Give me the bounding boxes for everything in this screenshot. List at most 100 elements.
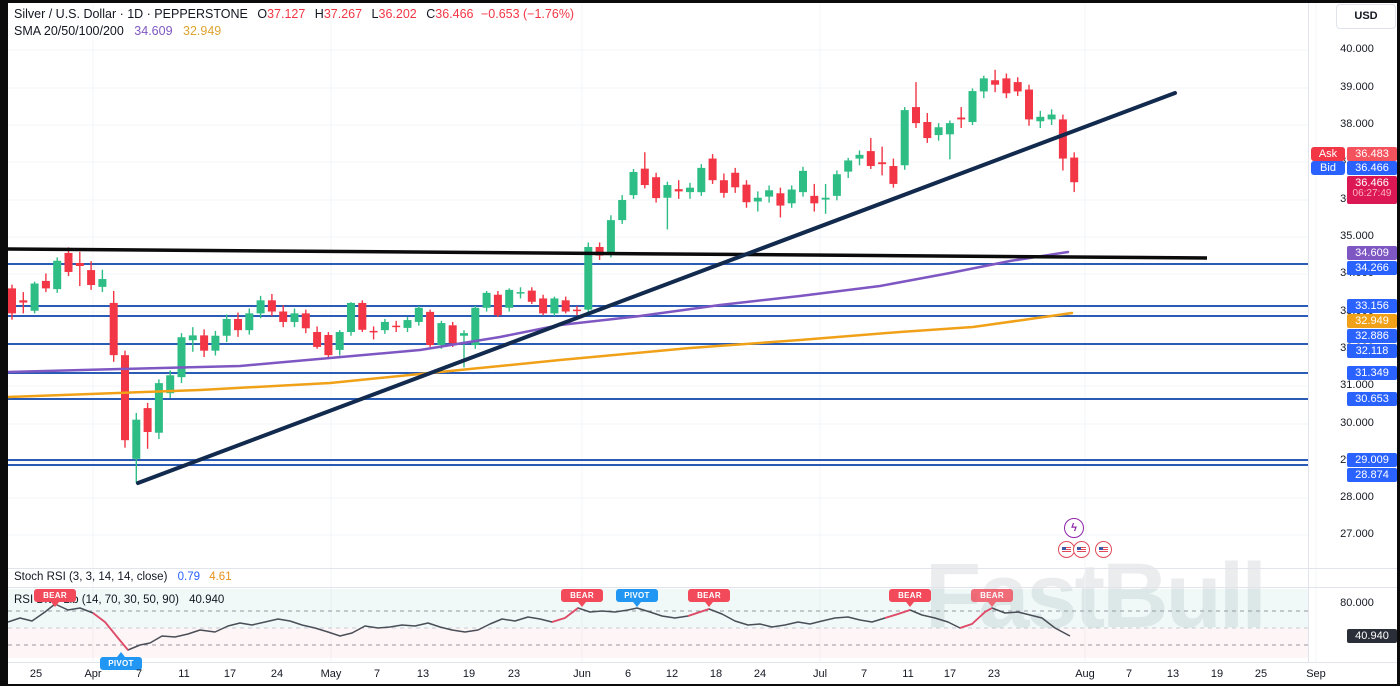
- change-value: −0.653 (−1.76%): [480, 7, 575, 21]
- sma-line: [6, 250, 1070, 374]
- time-label-day[interactable]: 12: [665, 668, 679, 680]
- rsi-bear-zone: [8, 628, 1308, 658]
- badge-pointer-icon: [51, 602, 59, 607]
- symbol-legend[interactable]: Silver / U.S. Dollar · 1D · PEPPERSTONE …: [14, 7, 574, 21]
- time-label-day[interactable]: 24: [753, 668, 767, 680]
- time-label-day[interactable]: 19: [462, 668, 476, 680]
- time-label-day[interactable]: 25: [29, 668, 43, 680]
- candle-body: [75, 263, 84, 266]
- time-label-day[interactable]: 7: [373, 668, 381, 680]
- level-price-badge: 29.009: [1347, 453, 1397, 467]
- candle-body: [787, 189, 796, 204]
- candle-body: [177, 337, 186, 378]
- level-price-badge: 33.156: [1347, 299, 1397, 313]
- level-price-badge: 28.874: [1347, 468, 1397, 482]
- candle-body: [482, 292, 491, 308]
- time-label-day[interactable]: 7: [1125, 668, 1133, 680]
- candle-body: [245, 313, 254, 331]
- stoch-rsi-legend[interactable]: Stoch RSI (3, 3, 14, 14, close) 0.79 4.6…: [14, 571, 232, 583]
- candle-body: [912, 107, 920, 124]
- candle-body: [493, 294, 502, 316]
- pane-divider-stoch[interactable]: [8, 587, 1397, 588]
- price-axis-divider: [1308, 3, 1309, 662]
- time-label-day[interactable]: 11: [902, 668, 914, 680]
- candle-body: [358, 302, 367, 330]
- candle-body: [742, 184, 751, 203]
- price-scale-label: 35.000: [1340, 230, 1374, 242]
- time-label-day[interactable]: 13: [1166, 668, 1180, 680]
- candle-body: [290, 313, 299, 322]
- ohlc-low-value: 36.202: [378, 7, 417, 21]
- badge-pointer-icon: [578, 602, 586, 607]
- flag-canton: [1099, 546, 1103, 550]
- event-flag-icon[interactable]: [1095, 541, 1112, 558]
- us-flag-icon: [1077, 546, 1086, 553]
- time-label-day[interactable]: 11: [178, 668, 190, 680]
- event-lightning-icon[interactable]: ϟ: [1064, 518, 1084, 538]
- time-label-day[interactable]: 25: [1254, 668, 1268, 680]
- candle-body: [1002, 78, 1011, 94]
- currency-button[interactable]: USD: [1336, 4, 1396, 29]
- candle-body: [640, 168, 649, 186]
- pane-divider-top[interactable]: [8, 568, 1397, 569]
- time-label-day[interactable]: 23: [507, 668, 521, 680]
- candle-body: [380, 321, 389, 331]
- candle-body: [900, 110, 909, 166]
- sma-legend[interactable]: SMA 20/50/100/200 34.609 32.949: [14, 24, 221, 38]
- rsi-badge-label: BEAR: [889, 589, 931, 602]
- time-label-month[interactable]: May: [320, 668, 342, 680]
- time-label-day[interactable]: 6: [624, 668, 632, 680]
- sma-fast-value: 34.609: [134, 24, 173, 38]
- candle-body: [821, 197, 830, 200]
- sma-label: SMA 20/50/100/200: [14, 24, 124, 38]
- candle-body: [19, 300, 28, 303]
- time-label-day[interactable]: 18: [709, 668, 723, 680]
- time-label-month[interactable]: Sep: [1306, 668, 1326, 680]
- price-scale-label: 38.000: [1340, 118, 1374, 130]
- candle-body: [200, 335, 209, 351]
- candle-body: [934, 127, 943, 136]
- candle-body: [211, 335, 220, 351]
- time-label-day[interactable]: 17: [943, 668, 957, 680]
- candle-body: [686, 187, 694, 193]
- frame-right: [1397, 0, 1400, 686]
- candle-body: [844, 160, 853, 172]
- time-label-day[interactable]: 17: [223, 668, 237, 680]
- candle-body: [166, 375, 175, 394]
- price-scale-label: 31.000: [1340, 379, 1374, 391]
- time-label-month[interactable]: Jul: [812, 668, 828, 680]
- ohlc-close-label: C: [426, 7, 436, 21]
- rsi-badge-label: BEAR: [688, 589, 730, 602]
- rsi-divergence-segment: [687, 608, 710, 617]
- candle-body: [132, 419, 141, 459]
- time-label-day[interactable]: 13: [416, 668, 430, 680]
- badge-pointer-icon: [705, 602, 713, 607]
- event-flag-icon[interactable]: [1073, 541, 1090, 558]
- candle-body: [335, 332, 344, 350]
- rsi-badge-label: BEAR: [561, 589, 603, 602]
- rsi-badge-bear: BEAR: [561, 589, 603, 607]
- time-label-day[interactable]: 7: [135, 668, 143, 680]
- candle-body: [313, 332, 322, 347]
- stoch-d-value: 4.61: [209, 571, 232, 583]
- time-label-day[interactable]: 24: [270, 668, 284, 680]
- candle-body: [53, 260, 62, 290]
- candle-body: [889, 166, 898, 184]
- badge-pointer-icon: [906, 602, 914, 607]
- time-label-day[interactable]: 23: [987, 668, 1001, 680]
- candle-body: [256, 300, 265, 314]
- candle-body: [527, 290, 536, 302]
- candle-body: [1070, 157, 1079, 183]
- time-label-day[interactable]: 7: [860, 668, 868, 680]
- time-label-month[interactable]: Apr: [84, 668, 102, 680]
- time-label-month[interactable]: Jun: [573, 668, 591, 680]
- ascending-trendline: [136, 91, 1177, 485]
- time-label-day[interactable]: 19: [1210, 668, 1224, 680]
- candle-body: [765, 190, 774, 197]
- candle-body: [1047, 114, 1056, 120]
- candle-body: [121, 355, 129, 441]
- time-label-month[interactable]: Aug: [1075, 668, 1095, 680]
- candle-body: [222, 318, 231, 336]
- candle-body: [810, 195, 819, 204]
